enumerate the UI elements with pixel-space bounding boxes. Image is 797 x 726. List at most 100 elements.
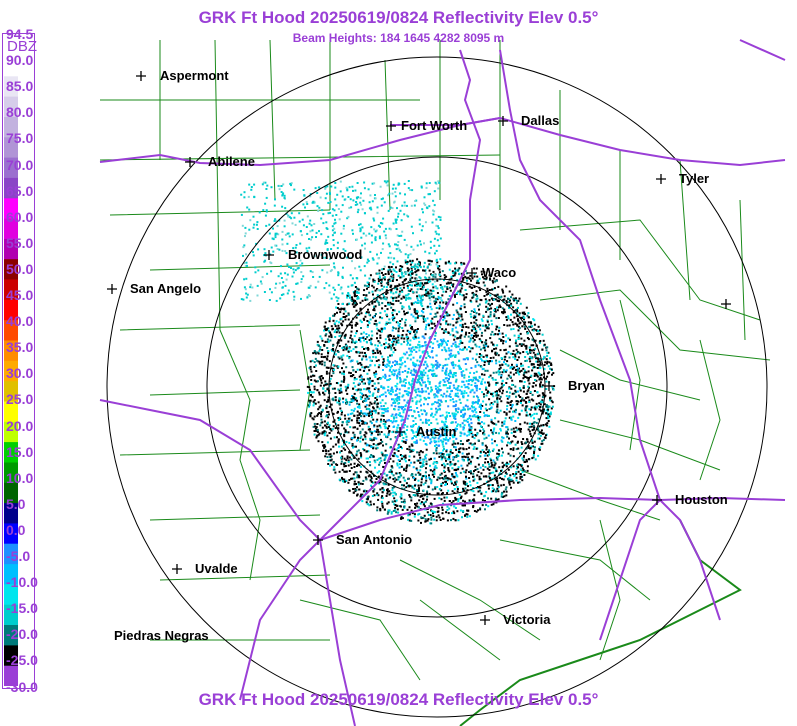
echo-pixel	[336, 327, 339, 330]
echo-pixel	[316, 340, 319, 343]
echo-pixel	[473, 272, 476, 275]
echo-pixel	[332, 425, 335, 428]
echo-pixel	[447, 340, 449, 343]
echo-pixel	[533, 348, 536, 351]
echo-pixel	[488, 475, 491, 478]
echo-pixel	[360, 456, 363, 459]
echo-pixel	[444, 457, 447, 460]
echo-pixel	[430, 308, 433, 311]
echo-pixel	[422, 475, 425, 478]
echo-pixel	[446, 430, 448, 433]
echo-pixel	[390, 270, 393, 273]
echo-pixel	[363, 352, 366, 354]
echo-pixel	[356, 494, 358, 497]
echo-pixel	[484, 341, 487, 344]
echo-pixel	[402, 352, 405, 355]
echo-pixel	[330, 325, 333, 328]
echo-pixel	[549, 357, 551, 360]
echo-pixel	[425, 292, 428, 295]
echo-pixel	[534, 458, 537, 461]
echo-pixel	[449, 396, 452, 398]
echo-pixel	[531, 325, 534, 328]
echo-pixel	[457, 468, 460, 471]
echo-pixel	[493, 298, 496, 301]
echo-pixel	[359, 419, 362, 422]
echo-pixel	[479, 466, 482, 469]
echo-pixel	[472, 328, 475, 330]
echo-pixel	[466, 509, 469, 512]
echo-pixel	[523, 474, 526, 476]
echo-pixel	[473, 478, 476, 481]
echo-pixel	[361, 493, 364, 496]
echo-pixel	[467, 462, 470, 465]
echo-pixel	[407, 518, 410, 521]
echo-pixel	[416, 394, 419, 397]
echo-pixel	[414, 484, 416, 487]
echo-pixel	[355, 303, 358, 306]
echo-pixel	[366, 287, 368, 290]
echo-pixel	[415, 467, 418, 470]
echo-pixel	[354, 286, 357, 288]
echo-pixel	[471, 380, 474, 383]
echo-pixel	[387, 389, 390, 392]
echo-pixel	[380, 344, 383, 347]
echo-pixel	[400, 405, 403, 408]
echo-pixel	[416, 400, 419, 403]
echo-pixel	[451, 373, 454, 376]
echo-pixel	[385, 341, 388, 344]
echo-pixel	[470, 367, 473, 369]
echo-pixel	[499, 349, 502, 352]
echo-pixel	[439, 380, 442, 383]
echo-pixel	[345, 421, 348, 424]
echo-pixel	[373, 305, 375, 308]
echo-pixel	[496, 498, 499, 501]
echo-pixel	[332, 445, 335, 448]
echo-pixel	[495, 392, 498, 394]
echo-pixel	[430, 320, 433, 322]
echo-pixel	[442, 364, 445, 367]
echo-pixel	[501, 385, 504, 388]
echo-pixel	[355, 378, 358, 381]
echo-pixel	[473, 314, 476, 317]
echo-pixel	[410, 384, 413, 387]
echo-pixel	[507, 337, 510, 340]
echo-pixel	[501, 392, 504, 395]
echo-pixel	[435, 466, 438, 469]
echo-pixel	[440, 343, 443, 346]
echo-pixel	[505, 412, 508, 415]
echo-pixel	[443, 448, 445, 450]
echo-pixel	[337, 424, 340, 427]
echo-pixel	[374, 364, 376, 367]
echo-pixel	[459, 307, 462, 310]
echo-pixel	[490, 503, 493, 506]
echo-pixel	[388, 361, 391, 364]
echo-pixel	[478, 356, 481, 359]
echo-pixel	[367, 347, 369, 349]
reflectivity-echoes	[240, 180, 556, 525]
echo-pixel	[404, 385, 406, 388]
echo-pixel	[352, 491, 355, 494]
echo-pixel	[423, 514, 426, 517]
echo-pixel	[482, 432, 485, 435]
echo-pixel	[459, 339, 462, 342]
echo-pixel	[456, 453, 459, 456]
echo-pixel	[364, 354, 367, 356]
echo-pixel	[398, 373, 401, 376]
echo-pixel	[392, 509, 395, 512]
echo-pixel	[390, 512, 393, 515]
echo-pixel	[440, 489, 443, 492]
echo-pixel	[486, 467, 489, 470]
echo-pixel	[398, 323, 401, 326]
echo-pixel	[338, 389, 341, 392]
echo-pixel	[501, 477, 503, 480]
echo-pixel	[485, 414, 488, 417]
echo-pixel	[471, 415, 474, 418]
echo-pixel	[469, 460, 472, 463]
echo-pixel	[445, 459, 447, 462]
echo-pixel	[478, 422, 481, 425]
echo-pixel	[533, 366, 536, 369]
echo-pixel	[323, 329, 325, 332]
echo-pixel	[347, 340, 350, 343]
echo-pixel	[428, 324, 430, 327]
echo-pixel	[436, 422, 439, 425]
